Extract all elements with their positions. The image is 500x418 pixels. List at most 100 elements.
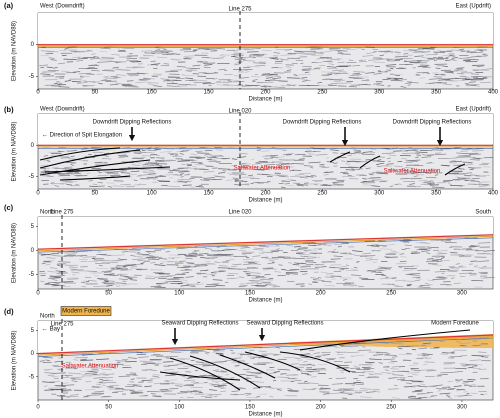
reflection [461,248,472,250]
reflection [266,75,273,77]
reflection [117,154,127,156]
reflection [313,352,320,354]
reflection [154,148,160,151]
reflection [253,62,266,64]
reflection [427,279,435,282]
reflection [253,262,257,264]
reflection [402,269,414,272]
reflection [313,150,321,153]
x-tick-label: 50 [92,90,99,96]
reflection [298,158,305,160]
reflection [166,80,174,83]
reflection [291,62,298,65]
reflection [343,284,354,287]
reflection [441,240,447,243]
reflection [55,85,60,87]
reflection [412,51,424,54]
reflection [482,252,493,255]
reflection [362,55,374,57]
reflection [370,245,380,247]
reflection [58,147,67,149]
reflection [267,387,274,389]
reflection [469,359,481,361]
reflection [103,273,115,276]
y-tick-label: 5 [31,328,35,334]
reflection [340,345,346,348]
reflection [67,150,78,152]
reflection [332,181,344,183]
reflection [159,262,164,265]
reflection [300,364,308,367]
reflection [230,79,240,82]
reflection [121,47,135,50]
reflection [143,77,155,80]
reflection [322,60,332,62]
reflection [466,51,477,53]
reflection [67,253,77,255]
reflection [261,251,273,254]
reflection [462,76,470,78]
reflection [71,81,81,83]
y-axis-label: Elevation (m NAVD88) [12,21,18,81]
reflection [281,186,286,189]
reflection [426,252,431,254]
reflection [142,149,147,151]
reflection [150,393,156,395]
reflection [269,366,275,369]
x-tick-label: 0 [36,405,40,411]
reflection [158,258,168,260]
reflection [70,378,82,380]
reflection [452,178,466,180]
reflection [365,78,370,81]
reflection [288,390,298,393]
annotation: Downdrift Dipping Reflections [283,120,362,126]
reflection [286,269,297,271]
reflection [80,75,90,77]
reflection [273,156,285,159]
reflection [111,259,124,262]
reflection [122,388,135,391]
reflection [337,245,342,248]
reflection [310,277,320,279]
reflection [53,377,59,380]
reflection [483,250,495,252]
reflection [404,60,416,62]
reflection [212,279,223,281]
reflection [375,391,381,393]
right-header: East (Updrift) [456,4,491,10]
reflection [120,269,132,271]
x-tick-label: 400 [488,191,499,197]
reflection [236,156,247,158]
reflection [181,272,190,274]
interpreted-horizon [39,149,141,169]
reflection [145,162,154,164]
reflection [350,268,357,271]
reflection [360,181,367,183]
interpreted-horizon [279,351,351,373]
reflection [241,254,247,256]
reflection [332,389,345,392]
reflection [238,285,248,287]
reflection [405,63,414,66]
reflection [206,257,218,259]
reflection [51,364,59,367]
reflection [287,280,295,283]
reflection [252,79,258,81]
reflection [135,81,146,84]
reflection [278,182,284,185]
reflection [146,82,159,84]
interpreted-horizon [244,351,301,371]
reflection [104,280,109,282]
reflection [472,150,484,152]
reflection [479,81,491,84]
reflection [189,377,193,379]
reflection [40,253,51,256]
reflection [115,266,126,268]
reflection [437,374,448,376]
interpreted-horizon [169,357,241,391]
reflection [203,66,211,69]
reflection [445,393,449,395]
reflection [435,384,443,386]
interpreted-horizon [444,163,466,176]
reflection [301,68,312,70]
